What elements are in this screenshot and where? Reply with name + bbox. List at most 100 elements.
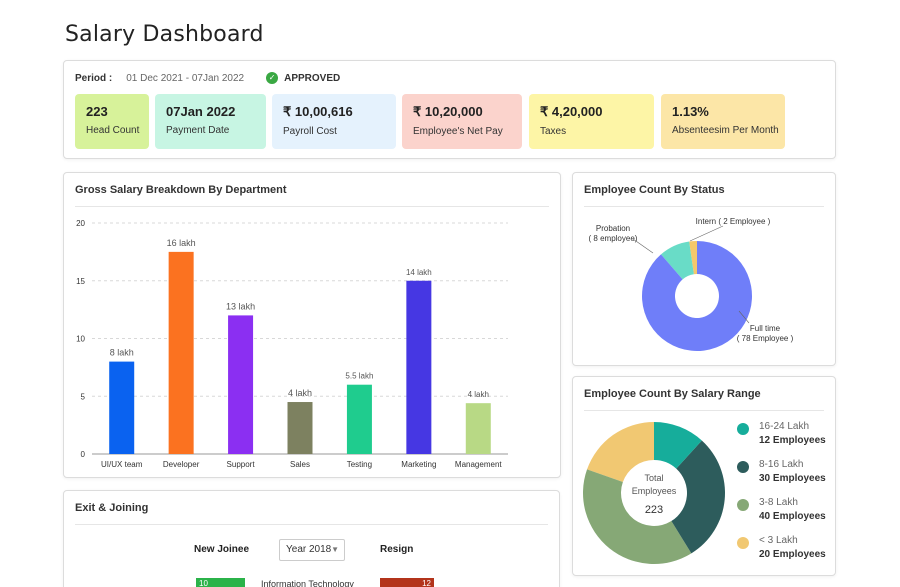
status-chart-card: Employee Count By Status Probation ( 8 e… [572,172,836,366]
data-label: 4 lakh [468,390,489,399]
donut-slice [583,469,692,564]
legend-count: 40 Employees [759,511,826,522]
divider [584,410,824,411]
kpi-value: ₹ 10,00,616 [283,104,353,119]
kpi-label: Head Count [86,125,140,136]
intern-label: Intern ( 2 Employee ) [696,217,771,226]
category-label: Testing [347,460,372,469]
bar [465,403,491,454]
category-label: Management [455,460,502,469]
fulltime-label: Full time [750,324,781,333]
period-row: Period : 01 Dec 2021 - 07Jan 2022 ✓ APPR… [75,71,340,85]
donut-slice [587,422,654,483]
probation-label: Probation [596,224,630,233]
bar [109,361,135,454]
chevron-down-icon: ▼ [331,545,339,554]
dept-bar-chart: 0 5 10 15 20 8 lakh UI/UX team 16 lakh Developer… [76,219,508,469]
check-circle-icon: ✓ [266,72,279,84]
resign-label: Resign [380,544,414,555]
donut-slice [642,241,752,351]
y-tick-label: 15 [76,277,85,286]
kpi-label: Payment Date [166,125,230,136]
legend-dot [737,461,749,473]
divider [584,206,824,207]
legend-count: 12 Employees [759,435,826,446]
dept-chart-card: Gross Salary Breakdown By Department 0 5 1… [63,172,561,478]
center-label: Total [644,473,663,483]
donut-slice [660,241,694,280]
kpi-label: Absenteesim Per Month [672,125,779,136]
bar [228,315,254,454]
year-select[interactable]: Year 2018 ▼ [279,539,345,561]
leader-line [689,225,724,242]
kpi-net-pay[interactable]: ₹ 10,20,000 Employee's Net Pay [402,94,522,149]
kpi-taxes[interactable]: ₹ 4,20,000 Taxes [529,94,654,149]
fulltime-detail: ( 78 Employee ) [737,334,794,343]
kpi-payroll-cost[interactable]: ₹ 10,00,616 Payroll Cost [272,94,396,149]
card-title: Exit & Joining [75,502,149,514]
kpi-label: Taxes [540,126,567,137]
data-label: 16 lakh [167,238,196,248]
bar [168,251,194,454]
legend-dot [737,499,749,511]
card-title: Employee Count By Salary Range [584,388,761,400]
divider [75,206,549,207]
new-joinee-label: New Joinee [194,544,250,555]
summary-card: Period : 01 Dec 2021 - 07Jan 2022 ✓ APPR… [63,60,836,159]
data-label: 8 lakh [110,348,134,358]
kpi-value: ₹ 4,20,000 [540,104,603,119]
card-title: Employee Count By Status [584,184,725,196]
legend-item[interactable]: 16-24 Lakh 12 Employees [737,420,826,458]
y-tick-label: 20 [76,219,85,228]
kpi-absenteeism[interactable]: 1.13% Absenteesim Per Month [661,94,785,149]
legend-item[interactable]: 3-8 Lakh 40 Employees [737,496,826,534]
bar [287,402,313,454]
legend-item[interactable]: 8-16 Lakh 30 Employees [737,458,826,496]
category-label: Support [227,460,256,469]
probation-detail: ( 8 employee) [589,234,638,243]
center-value: 223 [645,504,663,516]
kpi-head-count[interactable]: 223 Head Count [75,94,149,149]
status-badge: APPROVED [284,72,341,84]
category-label: UI/UX team [101,460,143,469]
range-chart-card: Employee Count By Salary Range Total Emp… [572,376,836,576]
legend-range: 3-8 Lakh [759,497,798,508]
period-label: Period : [75,72,113,84]
legend-range: 16-24 Lakh [759,421,810,432]
bar [406,280,432,454]
y-tick-label: 5 [81,392,86,401]
kpi-value: 1.13% [672,104,709,119]
year-select-value: Year 2018 [286,544,332,555]
legend-dot [737,537,749,549]
y-tick-label: 10 [76,335,85,344]
data-label: 5.5 lakh [345,372,373,381]
kpi-payment-date[interactable]: 07Jan 2022 Payment Date [155,94,266,149]
data-label: 4 lakh [288,388,312,398]
period-value: 01 Dec 2021 - 07Jan 2022 [126,72,245,84]
kpi-value: ₹ 10,20,000 [413,104,483,119]
department-name: Information Technology [261,579,354,587]
donut-slice [654,422,702,469]
range-legend: 16-24 Lakh 12 Employees 8-16 Lakh 30 Emp… [737,420,826,572]
kpi-label: Employee's Net Pay [413,126,503,137]
status-donut-chart: Probation ( 8 employee) Intern ( 2 Emplo… [589,217,794,351]
donut-slice [671,440,725,554]
y-tick-label: 0 [81,450,86,459]
joinee-bar: 10 [196,578,245,587]
bar [346,384,372,454]
legend-item[interactable]: < 3 Lakh 20 Employees [737,534,826,572]
category-label: Developer [163,460,200,469]
card-title: Gross Salary Breakdown By Department [75,184,287,196]
kpi-value: 223 [86,104,108,119]
data-label: 13 lakh [226,301,255,311]
kpi-value: 07Jan 2022 [166,104,236,119]
legend-range: 8-16 Lakh [759,459,804,470]
legend-count: 30 Employees [759,473,826,484]
data-label: 14 lakh [406,268,432,277]
leader-line [738,310,750,324]
legend-dot [737,423,749,435]
divider [75,524,548,525]
legend-count: 20 Employees [759,549,826,560]
legend-range: < 3 Lakh [759,535,798,546]
range-donut-chart: Total Employees 223 [583,422,725,564]
